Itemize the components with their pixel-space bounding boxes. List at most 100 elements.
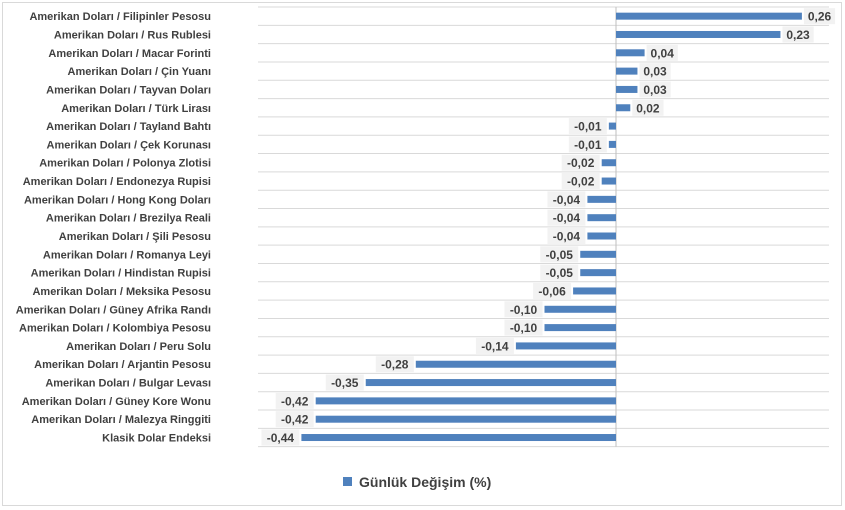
data-label: 0,03 [643,65,667,79]
bar [616,49,645,57]
bar [573,287,616,295]
category-label: Amerikan Doları / Macar Forinti [48,48,211,60]
bar [301,434,616,442]
legend-marker [343,477,352,486]
data-label-bg [275,411,314,428]
bar [608,122,616,130]
data-label-bg [547,228,586,244]
data-labels: 0,26 0,23 0,04 0,03 0,03 0,02 -0,01 -0,01 -0,02 -… [261,8,836,446]
category-label: Amerikan Doları / Kolombiya Pesosu [19,323,211,335]
data-label: -0,05 [546,248,574,262]
data-label-bg [375,356,414,373]
data-label-bg [275,392,314,409]
category-label: Amerikan Doları / Çek Korunası [47,139,211,151]
category-label: Amerikan Doları / Türk Lirası [61,103,211,115]
data-label-bg [782,26,814,43]
category-label: Amerikan Doları / Çin Yuanı [68,66,211,78]
bar [580,269,616,277]
category-label: Amerikan Doları / Bulgar Levası [45,378,211,390]
category-labels: Amerikan Doları / Filipinler Pesosu Ameri… [16,11,211,444]
data-label-bg [803,8,836,25]
category-label: Amerikan Doları / Hong Kong Doları [24,194,211,206]
category-label: Amerikan Doları / Rus Rublesi [54,29,211,41]
data-label: 0,26 [808,10,832,24]
bar-chart: Amerikan Doları / Filipinler Pesosu Ameri… [16,6,836,490]
legend: Günlük Değişim (%) [343,474,491,490]
data-label-bg [568,118,607,135]
category-label: Amerikan Doları / Malezya Ringgiti [31,414,211,426]
bar [544,305,616,313]
bar [601,159,616,167]
bar [515,342,616,350]
category-label: Amerikan Doları / Güney Kore Wonu [22,396,211,408]
data-label-bg [261,429,300,446]
data-label: -0,44 [267,431,295,445]
gridlines [258,6,829,448]
bar [616,104,631,112]
bar [601,177,616,185]
category-label: Amerikan Doları / Tayland Bahtı [46,121,211,133]
data-label: -0,28 [381,358,409,372]
data-label: -0,35 [331,376,359,390]
data-label: -0,06 [538,284,566,298]
data-label-bg [646,44,678,61]
bar [616,30,781,38]
data-label-bg [639,63,671,80]
bar [616,67,638,75]
data-label: -0,04 [553,211,581,225]
category-label: Amerikan Doları / Şili Pesosu [59,231,211,243]
bar [616,85,638,93]
data-label: -0,02 [567,156,595,170]
bar [616,12,802,20]
bar [587,232,616,240]
bars [301,12,802,442]
data-label-bg [547,191,586,208]
data-label: -0,14 [481,339,509,353]
bar [587,214,616,222]
category-label: Amerikan Doları / Polonya Zlotisi [39,158,211,170]
category-label: Amerikan Doları / Tayvan Doları [46,84,211,96]
data-label-bg [639,81,671,98]
data-label: -0,05 [546,266,574,280]
data-label: 0,02 [636,101,660,115]
bar [580,250,616,258]
data-label: -0,42 [281,394,309,408]
data-label-bg [504,319,543,336]
data-label-bg [540,246,579,263]
bar [315,415,616,423]
data-label: -0,04 [553,230,581,244]
category-label: Amerikan Doları / Endonezya Rupisi [23,176,211,188]
data-label: -0,01 [574,138,602,152]
data-label: -0,01 [574,120,602,134]
data-label: 0,04 [651,46,675,60]
legend-label: Günlük Değişim (%) [359,474,491,490]
data-label-bg [632,99,664,116]
category-label: Amerikan Doları / Güney Afrika Randı [16,304,211,316]
data-label: -0,10 [510,321,538,335]
data-label-bg [561,154,600,171]
category-label: Klasik Dolar Endeksi [102,433,211,445]
data-label-bg [540,264,579,281]
data-label-bg [533,282,572,299]
data-label: -0,04 [553,193,581,207]
data-label: 0,03 [643,83,667,97]
data-label: -0,02 [567,175,595,189]
data-label-bg [475,337,514,354]
bar [315,397,616,405]
bar [415,360,616,368]
data-label: -0,42 [281,413,309,427]
data-label: 0,23 [786,28,810,42]
category-label: Amerikan Doları / Hindistan Rupisi [31,268,211,280]
category-label: Amerikan Doları / Brezilya Reali [46,213,211,225]
category-label: Amerikan Doları / Romanya Leyi [43,249,211,261]
data-label-bg [561,173,600,190]
category-label: Amerikan Doları / Filipinler Pesosu [29,11,211,23]
bar [365,379,616,387]
data-label-bg [568,136,607,153]
bar [587,195,616,203]
data-label-bg [504,301,543,318]
category-label: Amerikan Doları / Peru Solu [66,341,211,353]
category-label: Amerikan Doları / Meksika Pesosu [32,286,211,298]
bar [608,140,616,148]
